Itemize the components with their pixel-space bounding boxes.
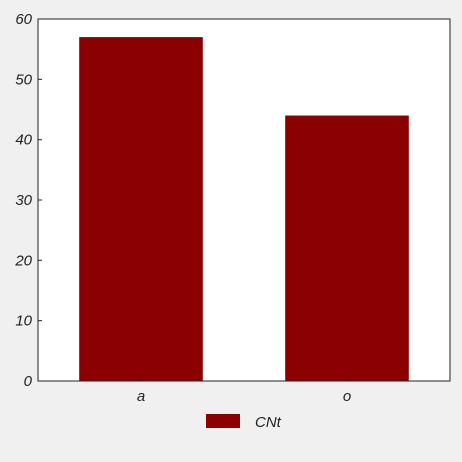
x-tick-label: a [137,388,145,405]
legend-swatch [206,414,240,428]
y-tick-label: 40 [15,132,32,149]
y-tick-label: 0 [24,373,33,390]
x-tick-label: o [343,388,351,405]
bar-o [285,115,409,382]
y-tick-label: 60 [15,11,32,28]
bars-layer [79,37,409,382]
y-tick-label: 20 [14,252,32,269]
bar-a [79,37,203,381]
legend: CNt [206,414,282,431]
plot-frame [37,18,451,382]
y-tick-label: 50 [15,71,32,88]
y-tick-label: 30 [15,192,32,209]
y-tick-label: 10 [15,313,32,330]
legend-label: CNt [255,414,282,431]
